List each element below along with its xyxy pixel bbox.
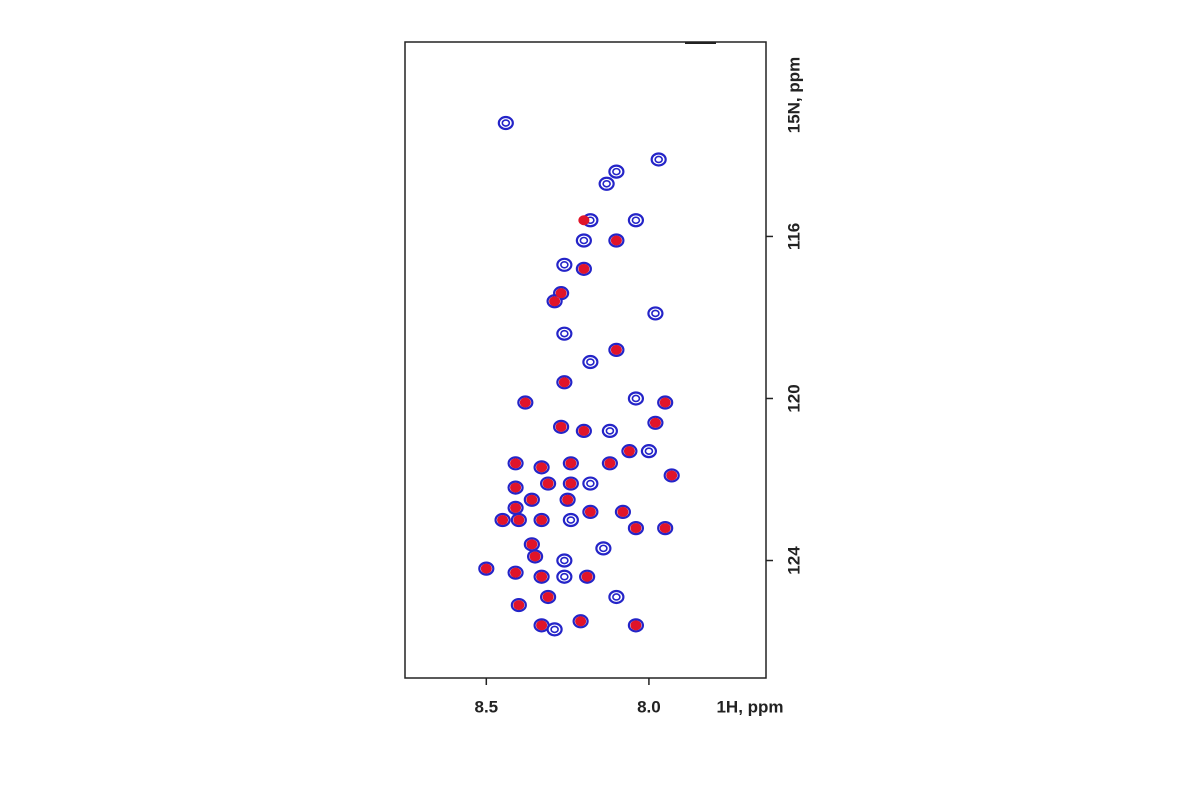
peak-contour	[556, 326, 573, 341]
peak-core	[542, 478, 554, 489]
peak-core	[558, 377, 570, 388]
peak-core	[623, 446, 635, 457]
peak-core	[555, 421, 567, 432]
peak-core	[510, 458, 522, 469]
peak-core	[542, 591, 554, 602]
peak-contour	[627, 391, 645, 406]
peak-core	[659, 397, 671, 408]
peak-core	[497, 515, 509, 526]
peak-contour-inner	[651, 309, 660, 318]
peak-core	[565, 478, 577, 489]
y-tick-label: 116	[784, 223, 803, 250]
peak-core	[649, 417, 661, 428]
peak-core	[510, 502, 522, 513]
peak-contour	[627, 213, 645, 228]
peak-core	[536, 462, 548, 473]
peak-core	[555, 288, 567, 299]
peak-core	[513, 600, 525, 611]
peak-core	[529, 551, 541, 562]
peak-core	[610, 344, 622, 355]
peak-core	[565, 458, 577, 469]
peak-contour-inner	[631, 216, 641, 225]
peak-contour	[575, 233, 592, 248]
peak-core	[578, 263, 590, 274]
peak-contour-inner	[654, 155, 663, 164]
peak-contour	[595, 541, 612, 556]
x-tick-label: 8.0	[637, 697, 661, 716]
peak-core	[630, 523, 642, 534]
peak-contour	[647, 306, 664, 321]
peak-core	[578, 215, 590, 226]
peak-contour	[650, 152, 667, 167]
peak-core	[562, 494, 574, 505]
peak-contour-inner	[612, 593, 621, 601]
peak-contour	[640, 444, 658, 459]
peak-contour	[598, 176, 615, 191]
peak-core	[513, 515, 525, 526]
peak-contour	[497, 115, 514, 131]
peak-contour	[608, 164, 625, 179]
peak-contour	[556, 257, 573, 272]
peak-contour-inner	[501, 119, 511, 127]
peak-core	[610, 235, 622, 246]
plot-frame	[404, 41, 767, 679]
peak-contour-inner	[560, 572, 569, 581]
peak-contour	[601, 423, 618, 438]
peak-core	[666, 470, 678, 481]
peak-core	[519, 397, 531, 408]
peak-contour-inner	[631, 394, 641, 403]
peak-contour-inner	[579, 236, 589, 245]
x-axis-title: 1H, ppm	[716, 697, 783, 716]
peak-contour-inner	[550, 625, 559, 634]
peak-contour-inner	[586, 479, 595, 488]
peak-core	[604, 458, 616, 469]
peak-contour	[562, 512, 579, 528]
peak-contour-inner	[599, 544, 608, 553]
peak-contour-inner	[602, 179, 611, 188]
peak-contour	[556, 553, 573, 568]
peak-core	[581, 571, 593, 582]
peak-core	[584, 506, 596, 517]
peak-core	[536, 515, 548, 526]
peak-contour	[546, 622, 563, 637]
peak-contour	[608, 589, 625, 605]
peak-contour-inner	[560, 556, 569, 565]
x-tick-label: 8.5	[474, 697, 498, 716]
peak-core	[536, 620, 548, 631]
peak-contour-inner	[586, 358, 595, 366]
peak-core	[659, 523, 671, 534]
peak-contour-inner	[605, 427, 615, 435]
peak-contour	[582, 476, 599, 491]
peak-contour-inner	[644, 447, 654, 455]
peak-core	[617, 506, 629, 517]
peak-core	[536, 571, 548, 582]
peak-core	[578, 425, 590, 436]
peak-core	[575, 616, 587, 627]
y-tick-label: 124	[784, 546, 803, 575]
peak-contour	[582, 354, 599, 370]
peak-contour-inner	[566, 516, 576, 524]
peak-core	[549, 296, 561, 307]
peak-core	[526, 539, 538, 550]
peak-contour-inner	[560, 261, 569, 269]
peak-core	[526, 494, 538, 505]
peak-core	[630, 620, 642, 631]
y-axis-title: 15N, ppm	[784, 57, 803, 134]
peak-contour	[556, 569, 573, 584]
peak-contour-inner	[612, 167, 621, 176]
y-tick-label: 120	[784, 384, 803, 412]
peak-contour-inner	[560, 329, 569, 338]
peak-core	[510, 482, 522, 493]
peak-core	[510, 567, 522, 578]
peak-core	[480, 563, 492, 574]
